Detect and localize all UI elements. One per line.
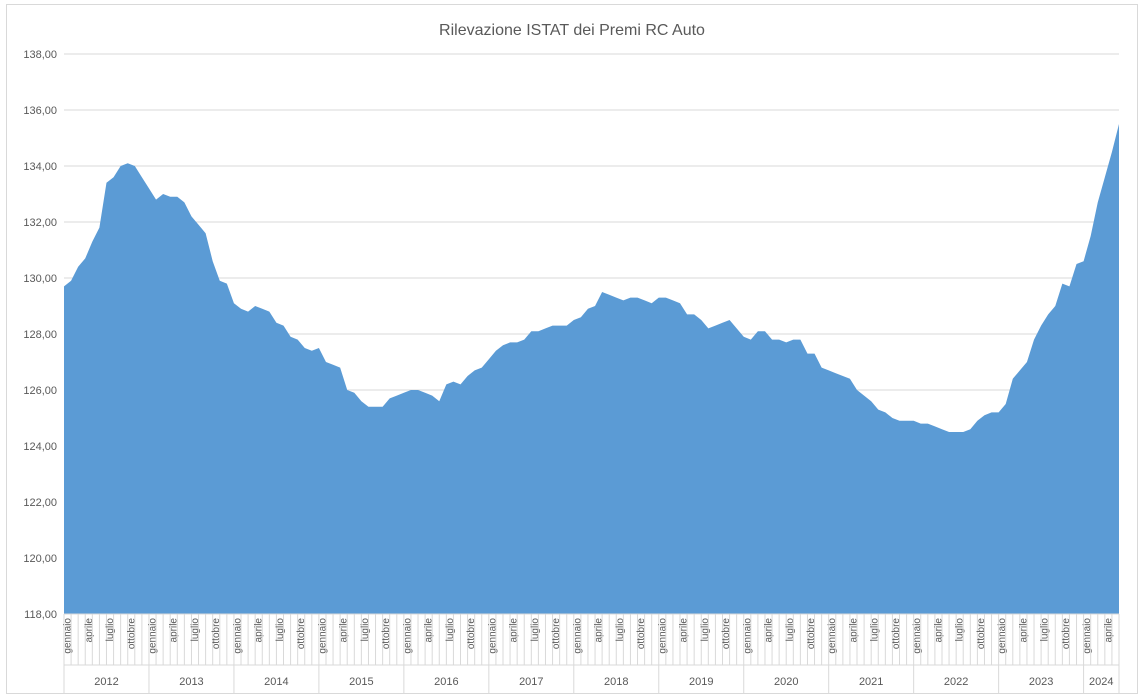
month-tick-label: gennaio — [232, 618, 243, 654]
month-tick-label: luglio — [445, 618, 456, 642]
y-tick-label: 130,00 — [23, 273, 57, 285]
month-tick-label: luglio — [785, 618, 796, 642]
year-label: 2014 — [264, 676, 288, 688]
year-label: 2021 — [859, 676, 883, 688]
month-tick-label: gennaio — [1082, 618, 1093, 654]
month-tick-label: ottobre — [721, 618, 732, 650]
month-tick-label: gennaio — [742, 618, 753, 654]
month-tick-label: gennaio — [63, 618, 74, 654]
y-tick-label: 138,00 — [23, 49, 57, 61]
month-tick-label: ottobre — [296, 618, 307, 650]
y-tick-label: 120,00 — [23, 553, 57, 565]
month-tick-label: gennaio — [572, 618, 583, 654]
month-tick-label: ottobre — [1061, 618, 1072, 650]
month-tick-label: gennaio — [148, 618, 159, 654]
month-tick-label: gennaio — [912, 618, 923, 654]
month-tick-label: luglio — [105, 618, 116, 642]
y-tick-label: 136,00 — [23, 105, 57, 117]
month-tick-label: aprile — [84, 618, 95, 643]
year-label: 2019 — [689, 676, 713, 688]
month-tick-label: luglio — [275, 618, 286, 642]
year-label: 2015 — [349, 676, 373, 688]
y-tick-label: 126,00 — [23, 385, 57, 397]
month-tick-label: ottobre — [126, 618, 137, 650]
plot-area — [64, 124, 1119, 614]
month-tick-label: aprile — [933, 618, 944, 643]
year-label: 2023 — [1029, 676, 1053, 688]
month-tick-label: aprile — [848, 618, 859, 643]
chart: Rilevazione ISTAT dei Premi RC Auto 118,… — [23, 22, 1120, 693]
month-tick-label: luglio — [700, 618, 711, 642]
year-label: 2022 — [944, 676, 968, 688]
month-tick-label: aprile — [1018, 618, 1029, 643]
month-tick-label: gennaio — [487, 618, 498, 654]
y-tick-label: 132,00 — [23, 217, 57, 229]
month-tick-label: aprile — [679, 618, 690, 643]
year-label: 2012 — [94, 676, 118, 688]
month-tick-label: aprile — [764, 618, 775, 643]
month-tick-label: aprile — [509, 618, 520, 643]
month-tick-label: ottobre — [976, 618, 987, 650]
month-tick-label: ottobre — [806, 618, 817, 650]
month-tick-label: luglio — [955, 618, 966, 642]
month-tick-label: luglio — [870, 618, 881, 642]
year-label: 2024 — [1089, 676, 1113, 688]
year-label: 2016 — [434, 676, 458, 688]
month-tick-label: aprile — [594, 618, 605, 643]
month-tick-label: ottobre — [466, 618, 477, 650]
y-tick-label: 118,00 — [24, 609, 57, 621]
y-axis: 118,00 120,00 122,00 124,00 126,00 128,00 130,… — [23, 49, 57, 621]
month-tick-label: gennaio — [827, 618, 838, 654]
y-tick-label: 124,00 — [23, 441, 57, 453]
month-tick-label: luglio — [360, 618, 371, 642]
y-tick-label: 134,00 — [23, 161, 57, 173]
month-tick-label: gennaio — [317, 618, 328, 654]
month-tick-label: ottobre — [381, 618, 392, 650]
y-tick-label: 128,00 — [23, 329, 57, 341]
year-label: 2018 — [604, 676, 628, 688]
month-tick-label: ottobre — [211, 618, 222, 650]
month-tick-label: ottobre — [551, 618, 562, 650]
month-tick-label: aprile — [424, 618, 435, 643]
chart-frame: Rilevazione ISTAT dei Premi RC Auto 118,… — [6, 4, 1138, 694]
year-label: 2020 — [774, 676, 798, 688]
month-tick-label: ottobre — [636, 618, 647, 650]
month-tick-label: gennaio — [402, 618, 413, 654]
month-tick-label: luglio — [615, 618, 626, 642]
year-label: 2013 — [179, 676, 203, 688]
month-tick-label: aprile — [169, 618, 180, 643]
month-tick-label: gennaio — [997, 618, 1008, 654]
y-tick-label: 122,00 — [23, 497, 57, 509]
x-axis: gennaio aprile luglio ottobre gennaio aprile l… — [63, 613, 1120, 693]
month-tick-label: luglio — [1040, 618, 1051, 642]
year-label: 2017 — [519, 676, 543, 688]
month-tick-label: luglio — [190, 618, 201, 642]
month-tick-label: aprile — [1103, 618, 1114, 643]
month-tick-label: gennaio — [657, 618, 668, 654]
chart-title: Rilevazione ISTAT dei Premi RC Auto — [439, 22, 705, 39]
month-tick-label: luglio — [530, 618, 541, 642]
month-tick-label: aprile — [254, 618, 265, 643]
series-area — [64, 124, 1119, 614]
month-tick-label: aprile — [339, 618, 350, 643]
month-tick-label: ottobre — [891, 618, 902, 650]
